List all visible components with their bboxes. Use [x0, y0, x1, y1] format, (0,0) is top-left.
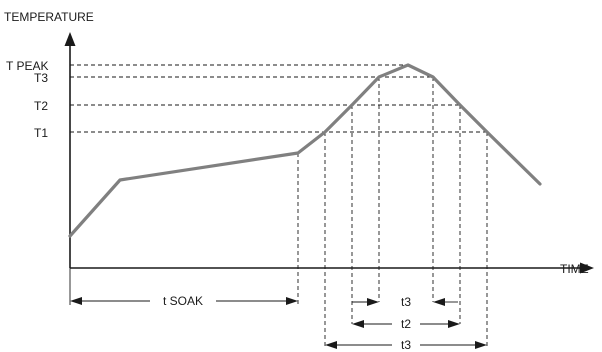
- level-label-t2: T2: [34, 99, 48, 113]
- y-axis-arrowhead: [64, 32, 76, 46]
- interval-t3-outer: t3: [325, 338, 487, 352]
- t3-outer-arrow-right: [475, 341, 487, 349]
- level-label-t-peak: T PEAK: [6, 59, 48, 73]
- interval-label-t3-outer: t3: [401, 338, 411, 352]
- y-axis-label: TEMPERATURE: [4, 10, 94, 24]
- t3-inner-arrow-right: [433, 298, 445, 306]
- interval-soak: t SOAK: [70, 294, 298, 308]
- interval-label-t2: t2: [401, 317, 411, 331]
- level-label-t3: T3: [34, 71, 48, 85]
- soak-arrow-right: [286, 297, 298, 305]
- t2-arrow-left: [352, 320, 364, 328]
- level-label-t1: T1: [34, 126, 48, 140]
- soak-arrow-left: [70, 297, 82, 305]
- y-axis: [64, 32, 76, 268]
- x-axis-arrowhead: [580, 262, 594, 274]
- x-axis: [70, 262, 594, 274]
- interval-label-soak: t SOAK: [163, 294, 203, 308]
- temperature-profile-curve: [68, 63, 542, 238]
- x-axis-label: TIME: [560, 262, 589, 276]
- t3-outer-arrow-left: [325, 341, 337, 349]
- interval-t2: t2: [352, 317, 460, 331]
- t3-inner-arrow-left: [367, 298, 379, 306]
- interval-t3-inner: t3: [352, 295, 458, 309]
- t2-arrow-right: [448, 320, 460, 328]
- interval-label-t3-inner: t3: [401, 295, 411, 309]
